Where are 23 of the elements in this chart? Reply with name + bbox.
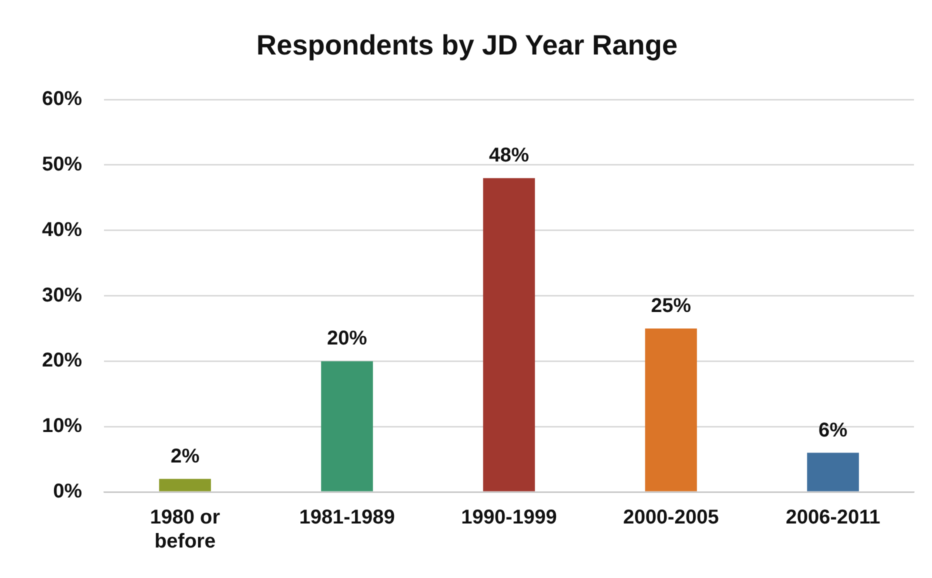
bar [159,478,211,492]
y-tick-label: 50% [42,154,82,176]
y-tick-label: 60% [42,88,82,110]
x-tick-label: 2000-2005 [623,506,719,529]
bar [807,452,859,492]
y-tick-label: 20% [42,350,82,372]
y-tick-label: 0% [53,480,82,503]
x-tick-label: 1990-1999 [461,506,557,529]
data-label: 6% [818,419,848,442]
data-label: 48% [489,144,530,167]
y-tick-label: 30% [42,284,82,306]
data-label: 20% [327,328,368,350]
x-tick-label: 2006-2011 [786,506,880,529]
chart-title: Respondents by JD Year Range [256,30,678,61]
bar [645,328,697,492]
bar [483,178,535,492]
x-tick-label: 1981-1989 [299,506,395,529]
data-label: 25% [650,295,692,318]
data-label: 2% [170,445,200,468]
bar [321,361,373,492]
x-tick-label: 1980 or before [150,506,220,553]
y-tick-label: 40% [42,218,82,241]
y-tick-label: 10% [42,415,82,438]
